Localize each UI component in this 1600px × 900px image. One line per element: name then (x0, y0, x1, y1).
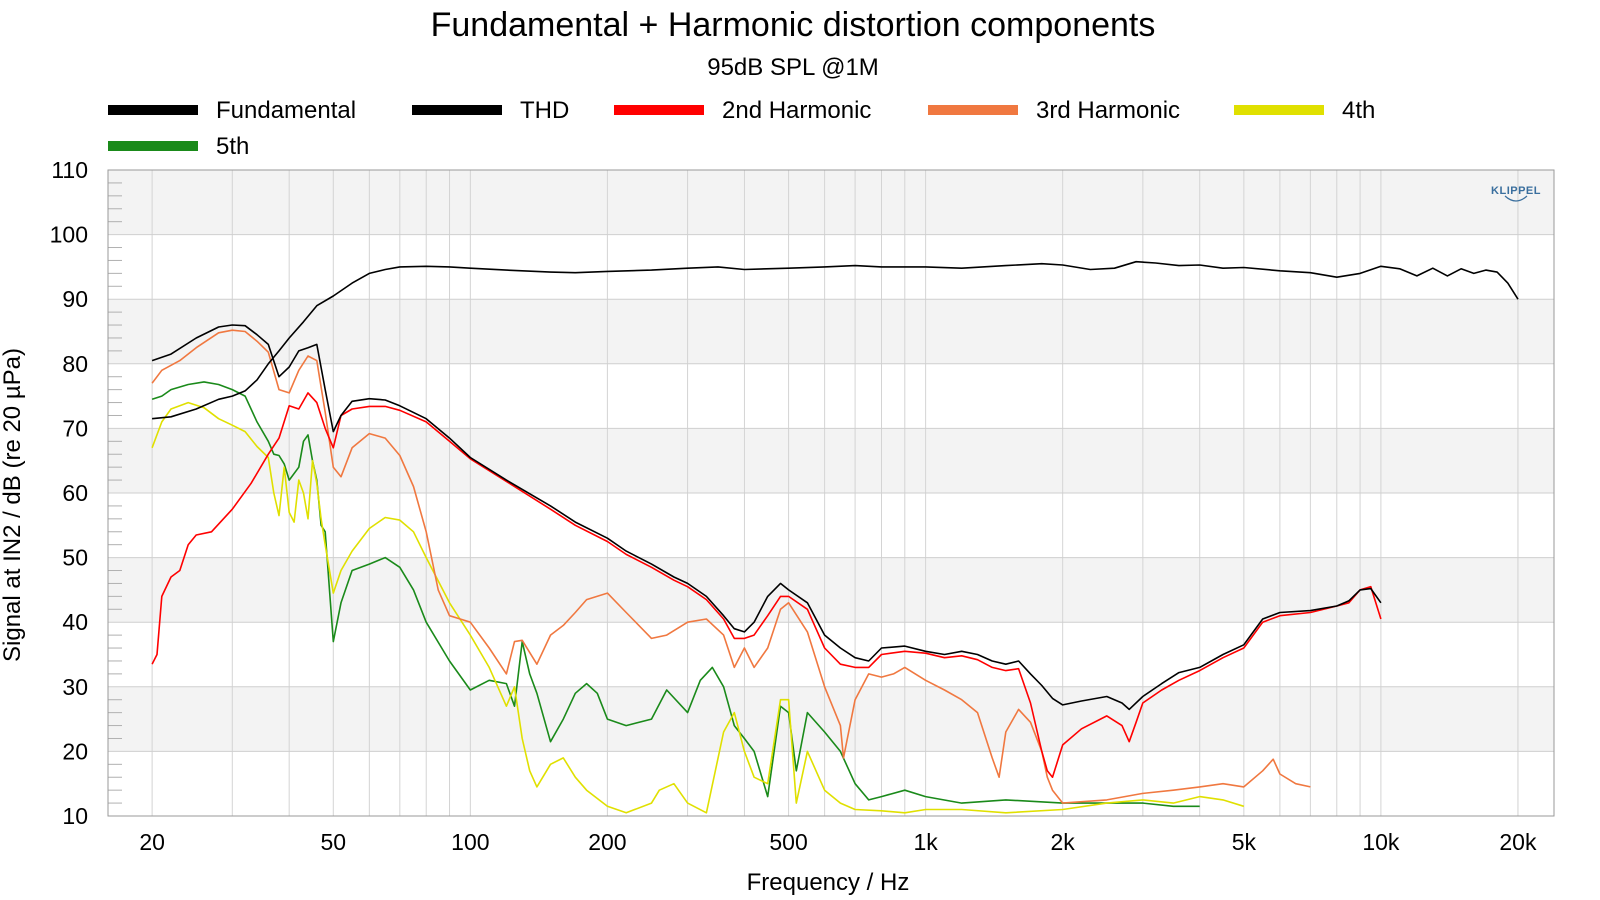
legend-swatch (1234, 105, 1324, 115)
x-tick-label: 50 (320, 829, 346, 855)
legend-item: 2nd Harmonic (614, 97, 871, 124)
grid-band (108, 170, 1554, 235)
legend-label: 3rd Harmonic (1036, 97, 1180, 124)
y-axis-label: Signal at IN2 / dB (re 20 µPa) (0, 348, 26, 662)
x-tick-label: 1k (913, 829, 938, 855)
legend-swatch (108, 105, 198, 115)
legend-label: 4th (1342, 97, 1375, 124)
x-axis-label: Frequency / Hz (747, 869, 910, 896)
chart-title: Fundamental + Harmonic distortion compon… (431, 6, 1156, 44)
x-tick-label: 200 (588, 829, 626, 855)
x-tick-label: 10k (1362, 829, 1400, 855)
y-tick-label: 80 (62, 351, 88, 377)
y-tick-label: 70 (62, 415, 88, 441)
x-tick-label: 100 (451, 829, 489, 855)
x-axis: 20 50 100 200 500 1k 2k 5k 10k 20k (139, 829, 1537, 855)
series-line-4th (151, 401, 1245, 814)
legend-item: 3rd Harmonic (928, 97, 1180, 124)
y-tick-label: 100 (50, 222, 88, 248)
chart-subtitle: 95dB SPL @1M (707, 54, 879, 81)
series-line-3rd-harmonic (151, 329, 1311, 804)
logo-arc-icon (1504, 195, 1528, 202)
grid-band (108, 299, 1554, 364)
legend-label: 5th (216, 133, 249, 160)
grid-band (108, 428, 1554, 493)
x-tick-label: 20k (1499, 829, 1537, 855)
y-tick-label: 30 (62, 674, 88, 700)
klippel-logo: KLIPPEL (1491, 185, 1541, 202)
y-tick-label: 20 (62, 738, 88, 764)
legend-item: THD (412, 97, 569, 124)
legend-label: 2nd Harmonic (722, 97, 871, 124)
y-tick-label: 10 (62, 803, 88, 829)
series-line-2nd-harmonic (151, 392, 1382, 779)
legend: Fundamental THD 2nd Harmonic 3rd Harmonic 4t… (108, 97, 1375, 160)
legend-swatch (108, 141, 198, 151)
legend-label: Fundamental (216, 97, 356, 124)
y-tick-label: 110 (51, 157, 88, 183)
y-tick-label: 60 (62, 480, 88, 506)
grid (108, 169, 1554, 817)
legend-swatch (614, 105, 704, 115)
plot-frame (107, 169, 1555, 817)
legend-item: 4th (1234, 97, 1375, 124)
y-tick-label: 90 (62, 286, 88, 312)
logo-text: KLIPPEL (1491, 185, 1541, 197)
series-line-fundamental (152, 260, 1519, 420)
legend-item: Fundamental (108, 97, 356, 124)
x-tick-label: 500 (769, 829, 807, 855)
legend-label: THD (520, 97, 569, 124)
x-tick-label: 2k (1051, 829, 1076, 855)
x-tick-label: 20 (139, 829, 165, 855)
x-tick-label: 5k (1232, 829, 1257, 855)
legend-swatch (928, 105, 1018, 115)
y-tick-label: 40 (62, 609, 88, 635)
y-axis: 10 20 30 40 50 60 70 80 90 100 110 (50, 157, 88, 829)
series-line-thd (151, 324, 1382, 711)
series-lines (151, 260, 1519, 814)
legend-item: 5th (108, 133, 249, 160)
legend-swatch (412, 105, 502, 115)
y-tick-label: 50 (62, 545, 88, 571)
